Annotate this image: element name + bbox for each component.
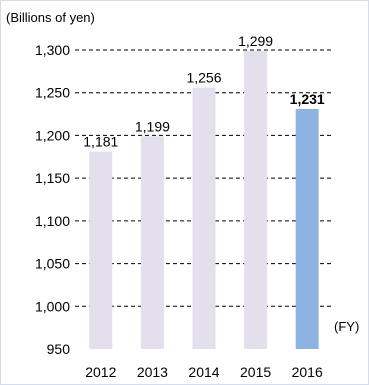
y-axis-unit-label: (Billions of yen) — [6, 10, 95, 25]
data-label: 1,199 — [135, 118, 170, 134]
bars — [89, 50, 319, 350]
y-axis-ticks: 950 1,000 1,050 1,100 1,150 1,200 1,250 1,300 — [35, 42, 70, 357]
x-tick-label: 2012 — [85, 364, 116, 380]
data-label: 1,299 — [238, 33, 273, 49]
y-tick-label: 1,000 — [35, 298, 70, 314]
data-label: 1,181 — [83, 134, 118, 150]
x-tick-label: 2013 — [137, 364, 168, 380]
x-tick-label: 2016 — [292, 364, 323, 380]
y-tick-label: 1,250 — [35, 85, 70, 101]
bar-2015 — [244, 50, 268, 350]
x-axis-ticks: 2012 2013 2014 2015 2016 — [85, 364, 323, 380]
bar-2016 — [295, 108, 319, 350]
y-tick-label: 1,300 — [35, 42, 70, 58]
bar-2012 — [89, 151, 113, 349]
data-label: 1,256 — [186, 70, 221, 86]
y-tick-label: 950 — [47, 341, 71, 357]
y-tick-label: 1,150 — [35, 170, 70, 186]
y-tick-label: 1,200 — [35, 127, 70, 143]
y-tick-label: 1,050 — [35, 256, 70, 272]
y-tick-label: 1,100 — [35, 213, 70, 229]
data-labels: 1,181 1,199 1,256 1,299 1,231 — [83, 33, 325, 150]
x-tick-label: 2015 — [240, 364, 271, 380]
x-tick-label: 2014 — [188, 364, 219, 380]
bar-2014 — [192, 87, 216, 350]
bar-2013 — [140, 136, 164, 349]
x-axis-unit-label: (FY) — [334, 319, 359, 334]
data-label: 1,231 — [290, 91, 325, 107]
